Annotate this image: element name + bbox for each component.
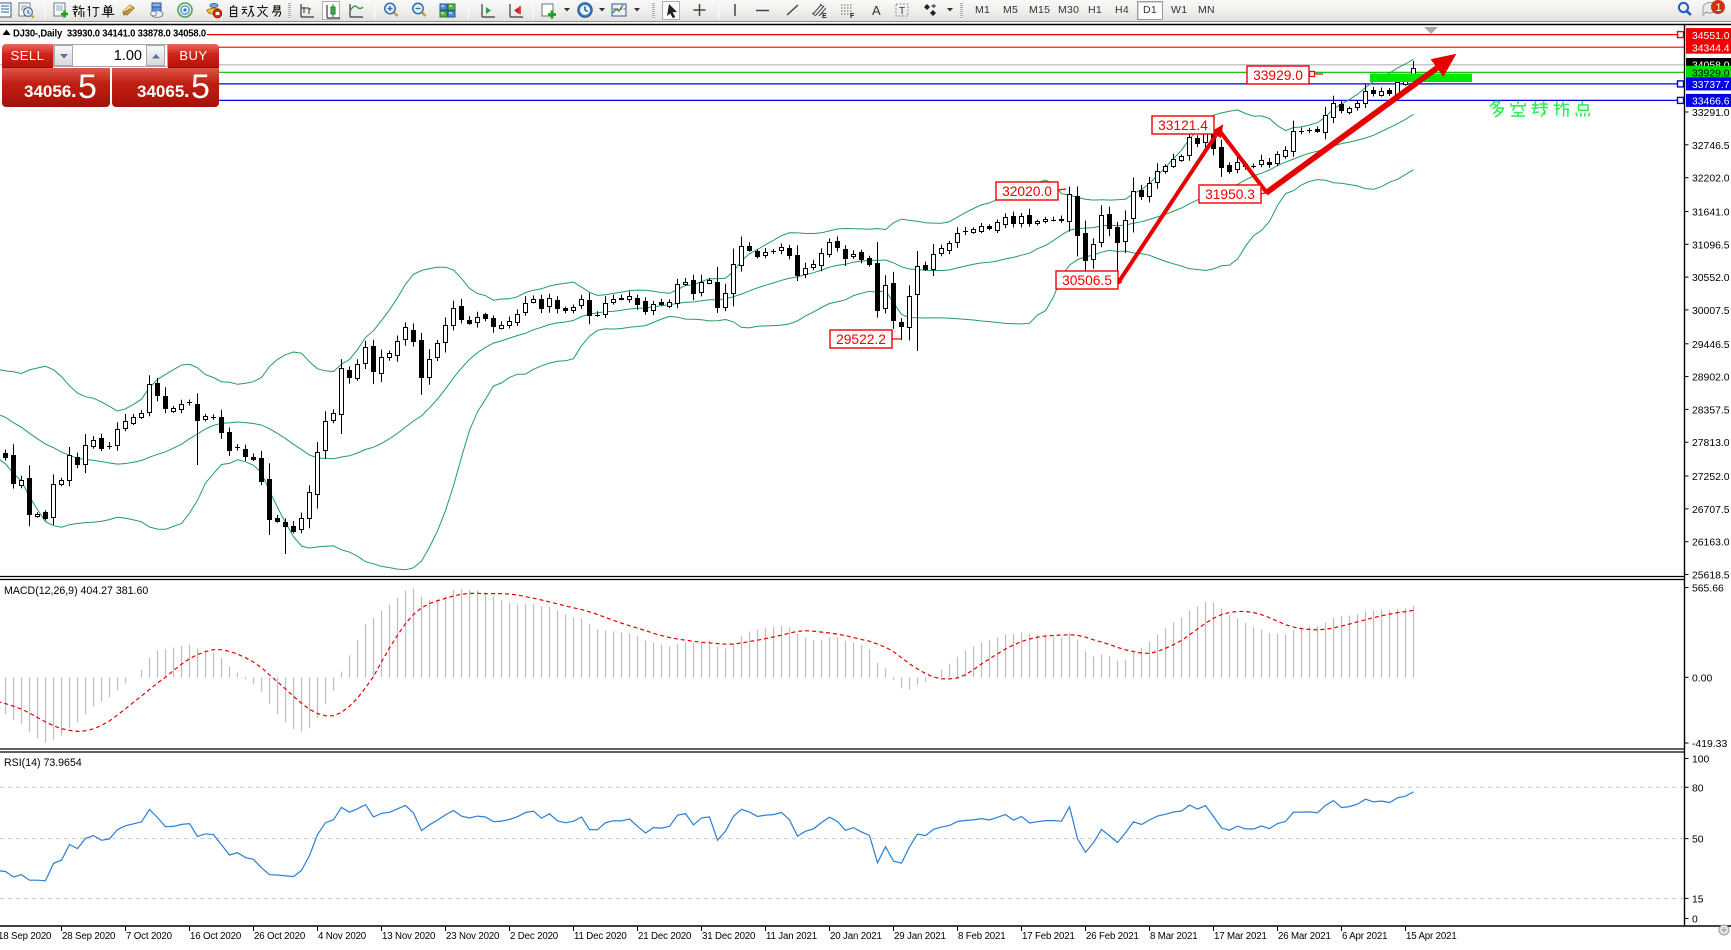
svg-text:34344.4: 34344.4 [1692, 43, 1730, 54]
svg-text:50: 50 [1692, 835, 1704, 846]
svg-text:33466.6: 33466.6 [1692, 97, 1730, 108]
svg-text:34551.0: 34551.0 [1692, 31, 1730, 42]
svg-text:8 Feb 2021: 8 Feb 2021 [958, 931, 1006, 942]
svg-text:26 Mar 2021: 26 Mar 2021 [1278, 931, 1331, 942]
svg-text:A: A [872, 3, 881, 18]
svg-text:33121.4: 33121.4 [1158, 118, 1208, 133]
svg-text:33737.7: 33737.7 [1692, 80, 1730, 91]
svg-text:-419.33: -419.33 [1692, 739, 1727, 750]
svg-text:29 Jan 2021: 29 Jan 2021 [894, 931, 946, 942]
svg-text:2 Dec 2020: 2 Dec 2020 [510, 931, 559, 942]
svg-text:30552.0: 30552.0 [1692, 273, 1730, 284]
svg-text:17 Feb 2021: 17 Feb 2021 [1022, 931, 1075, 942]
svg-text:32746.5: 32746.5 [1692, 141, 1730, 152]
svg-text:33929.0: 33929.0 [1692, 69, 1730, 80]
svg-text:31950.3: 31950.3 [1205, 187, 1255, 202]
svg-text:RSI(14) 73.9654: RSI(14) 73.9654 [4, 757, 82, 769]
svg-text:100: 100 [1692, 755, 1710, 766]
svg-text:26 Oct 2020: 26 Oct 2020 [254, 931, 306, 942]
svg-text:30007.5: 30007.5 [1692, 306, 1730, 317]
svg-text:4 Nov 2020: 4 Nov 2020 [318, 931, 367, 942]
svg-text:28902.0: 28902.0 [1692, 373, 1730, 384]
svg-text:8 Mar 2021: 8 Mar 2021 [1150, 931, 1198, 942]
svg-text:26707.5: 26707.5 [1692, 505, 1730, 516]
svg-text:E: E [822, 13, 827, 20]
svg-text:27252.0: 27252.0 [1692, 472, 1730, 483]
svg-text:15: 15 [1692, 894, 1704, 905]
svg-text:31641.0: 31641.0 [1692, 208, 1730, 219]
svg-text:33291.0: 33291.0 [1692, 108, 1730, 119]
svg-text:29446.5: 29446.5 [1692, 340, 1730, 351]
svg-text:0.00: 0.00 [1692, 673, 1712, 684]
svg-text:32020.0: 32020.0 [1002, 184, 1052, 199]
svg-text:18 Sep 2020: 18 Sep 2020 [0, 931, 52, 942]
svg-text:17 Mar 2021: 17 Mar 2021 [1214, 931, 1267, 942]
svg-text:33929.0: 33929.0 [1253, 68, 1303, 83]
svg-text:28357.5: 28357.5 [1692, 405, 1730, 416]
svg-text:29522.2: 29522.2 [836, 332, 886, 347]
svg-text:11 Dec 2020: 11 Dec 2020 [574, 931, 627, 942]
svg-text:1: 1 [1716, 2, 1722, 14]
svg-text:13 Nov 2020: 13 Nov 2020 [382, 931, 436, 942]
svg-text:F: F [850, 13, 855, 20]
svg-text:6 Apr 2021: 6 Apr 2021 [1342, 931, 1387, 942]
svg-text:27813.0: 27813.0 [1692, 438, 1730, 449]
svg-text:26 Feb 2021: 26 Feb 2021 [1086, 931, 1139, 942]
svg-text:31 Dec 2020: 31 Dec 2020 [702, 931, 756, 942]
svg-text:23 Nov 2020: 23 Nov 2020 [446, 931, 500, 942]
svg-text:565.66: 565.66 [1692, 584, 1724, 595]
svg-text:80: 80 [1692, 783, 1704, 794]
svg-text:26163.0: 26163.0 [1692, 538, 1730, 549]
svg-text:28 Sep 2020: 28 Sep 2020 [62, 931, 116, 942]
svg-text:DJ30-,Daily 33930.0 34141.0 3: DJ30-,Daily 33930.0 34141.0 33878.0 3405… [13, 29, 206, 40]
svg-text:11 Jan 2021: 11 Jan 2021 [766, 931, 817, 942]
svg-text:7 Oct 2020: 7 Oct 2020 [126, 931, 173, 942]
svg-text:MACD(12,26,9) 404.27 381.60: MACD(12,26,9) 404.27 381.60 [4, 585, 148, 597]
svg-text:30506.5: 30506.5 [1062, 273, 1112, 288]
svg-text:15 Apr 2021: 15 Apr 2021 [1406, 931, 1457, 942]
svg-text:20 Jan 2021: 20 Jan 2021 [830, 931, 882, 942]
svg-text:21 Dec 2020: 21 Dec 2020 [638, 931, 692, 942]
svg-text:16 Oct 2020: 16 Oct 2020 [190, 931, 242, 942]
svg-text:0: 0 [1692, 915, 1698, 926]
svg-text:32202.0: 32202.0 [1692, 174, 1730, 185]
svg-text:T: T [899, 6, 905, 17]
svg-text:25618.5: 25618.5 [1692, 571, 1730, 582]
svg-text:31096.5: 31096.5 [1692, 240, 1730, 251]
